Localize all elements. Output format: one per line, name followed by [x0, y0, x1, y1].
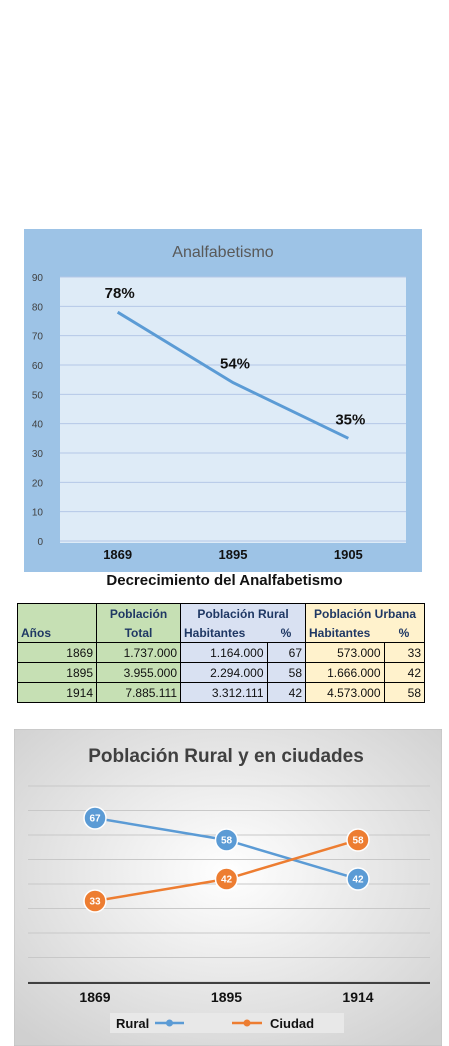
- legend-marker: [166, 1019, 173, 1027]
- data-label: 58: [352, 835, 364, 846]
- series-line: [116, 310, 349, 440]
- y-tick-label: 20: [32, 478, 44, 489]
- data-point: [214, 867, 239, 891]
- data-point: [83, 889, 107, 913]
- data-label: 35%: [335, 411, 365, 428]
- y-tick-label: 10: [32, 508, 44, 519]
- poblacion-rural-ciudades-chart: Población Rural y en ciudades 1869 1895 19…: [14, 729, 442, 1046]
- header-cell: %: [384, 623, 425, 643]
- table-row: 1895 3.955.000 2.294.000 58 1.666.000 42: [17, 662, 425, 683]
- y-tick-label: 90: [32, 273, 44, 284]
- y-tick-label: 70: [32, 332, 44, 343]
- population-table: Población Población Rural Población Urba…: [17, 603, 425, 703]
- legend-box: [110, 1013, 344, 1033]
- plot-area: [60, 277, 406, 543]
- y-tick-label: 60: [32, 361, 44, 372]
- cell-rural-hab: 1.164.000: [180, 642, 268, 663]
- header-cell: Habitantes: [180, 623, 267, 643]
- cell-rural-hab: 2.294.000: [180, 662, 268, 683]
- legend-label: Ciudad: [270, 1016, 314, 1031]
- cell-urbana-hab: 4.573.000: [305, 682, 385, 703]
- cell-rural-pct: 42: [266, 682, 306, 703]
- x-tick-label: 1914: [342, 989, 373, 1005]
- cell-rural-hab: 3.312.111: [180, 682, 268, 703]
- cell-urbana-pct: 42: [383, 662, 425, 683]
- data-label: 78%: [105, 285, 135, 302]
- cell-total: 1.737.000: [96, 642, 181, 663]
- header-cell: Población Rural: [180, 603, 306, 623]
- data-label: 33: [89, 897, 101, 908]
- x-tick-label: 1905: [334, 547, 363, 562]
- header-cell: Habitantes: [305, 623, 384, 643]
- y-tick-label: 0: [37, 537, 43, 548]
- header-cell: [17, 603, 97, 623]
- data-label: 42: [352, 875, 364, 886]
- x-tick-label: 1895: [219, 547, 248, 562]
- table-row: 1869 1.737.000 1.164.000 67 573.000 33: [17, 642, 425, 663]
- chart-title: Analfabetismo: [172, 244, 273, 261]
- header-cell: Población: [96, 603, 181, 623]
- data-label: 58: [221, 835, 233, 846]
- x-tick-label: 1869: [103, 547, 132, 562]
- cell-rural-pct: 67: [266, 642, 306, 663]
- data-point: [83, 806, 107, 830]
- cell-urbana-hab: 573.000: [305, 642, 385, 663]
- x-tick-label: 1869: [79, 989, 110, 1005]
- header-cell: Años: [17, 623, 97, 643]
- header-cell: %: [267, 623, 306, 643]
- y-tick-label: 30: [32, 449, 44, 460]
- header-cell: Población Urbana: [305, 603, 425, 623]
- legend-label: Rural: [116, 1016, 149, 1031]
- y-tick-label: 50: [32, 390, 44, 401]
- table-header-row: Población Población Rural Población Urba…: [17, 603, 425, 623]
- chart-caption: Decrecimiento del Analfabetismo: [106, 572, 343, 589]
- cell-urbana-pct: 33: [383, 642, 425, 663]
- table-row: 1914 7.885.111 3.312.111 42 4.573.000 58: [17, 682, 425, 703]
- data-point: [214, 828, 239, 852]
- chart-title: Población Rural y en ciudades: [88, 746, 364, 767]
- x-tick-label: 1895: [211, 989, 242, 1005]
- cell-total: 7.885.111: [96, 682, 181, 703]
- cell-anio: 1914: [17, 682, 97, 703]
- y-tick-label: 80: [32, 302, 44, 313]
- data-point: [346, 828, 370, 852]
- cell-anio: 1895: [17, 662, 97, 683]
- cell-total: 3.955.000: [96, 662, 181, 683]
- analfabetismo-chart: Analfabetismo 0 10 20 30 40 50 60 70 80 90 1869 18…: [24, 229, 422, 572]
- data-point: [346, 867, 370, 891]
- data-label: 42: [221, 875, 233, 886]
- data-label: 54%: [220, 356, 250, 373]
- cell-urbana-hab: 1.666.000: [305, 662, 385, 683]
- y-tick-label: 40: [32, 420, 44, 431]
- cell-anio: 1869: [17, 642, 97, 663]
- cell-rural-pct: 58: [266, 662, 306, 683]
- legend-marker: [243, 1019, 251, 1027]
- table-header-row: Años Total Habitantes % Habitantes %: [17, 623, 425, 643]
- data-label: 67: [89, 814, 101, 825]
- cell-urbana-pct: 58: [383, 682, 425, 703]
- header-cell: Total: [96, 623, 181, 643]
